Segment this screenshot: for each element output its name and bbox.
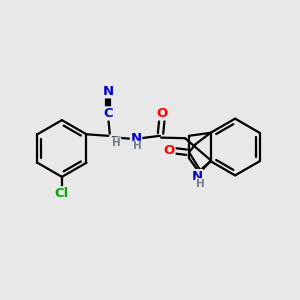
Text: H: H (196, 178, 205, 189)
Text: H: H (112, 138, 121, 148)
Text: N: N (130, 132, 142, 145)
Text: N: N (191, 169, 203, 183)
Text: O: O (164, 144, 175, 157)
Text: Cl: Cl (55, 187, 69, 200)
Text: C: C (103, 107, 113, 120)
Text: O: O (156, 107, 168, 120)
Text: H: H (133, 141, 142, 151)
Text: N: N (103, 85, 114, 98)
